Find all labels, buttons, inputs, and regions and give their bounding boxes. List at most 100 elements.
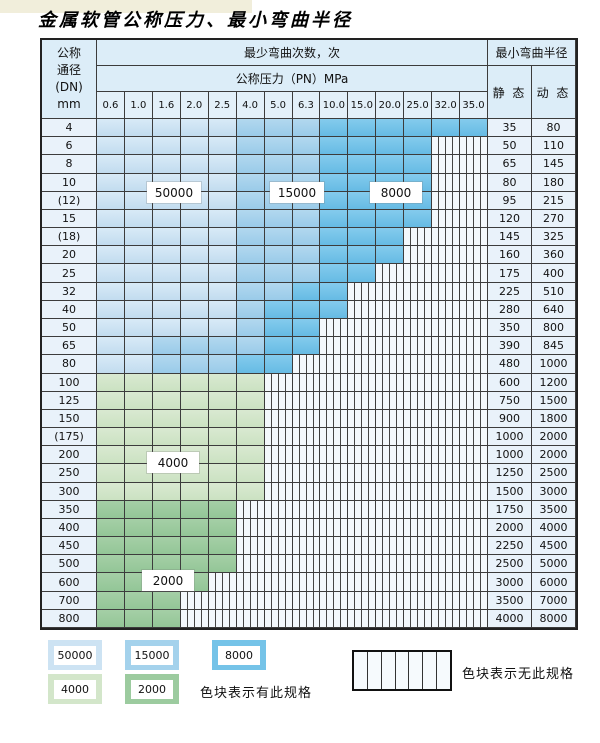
spec-cell [320,137,349,156]
spec-cell [404,446,433,465]
spec-cell [376,409,405,429]
static-radius-value: 1000 [488,446,532,465]
spec-cell [376,119,405,138]
spec-cell [320,537,349,556]
spec-cell [180,318,209,338]
spec-cell [208,264,237,283]
spec-cell [460,537,488,556]
spec-cell [152,409,181,429]
spec-cell [124,228,153,247]
spec-cell [404,155,433,174]
spec-cell [292,209,321,229]
legend-swatch-label: 50000 [54,645,96,665]
spec-cell [124,264,153,283]
spec-cell [376,337,405,356]
spec-cell [348,318,377,338]
spec-cell [376,228,405,247]
dynamic-radius-value: 1200 [532,373,576,392]
spec-cell [264,591,293,610]
spec-cell [236,409,265,429]
static-radius-value: 175 [488,264,532,283]
row-dn-label: 20 [42,246,97,265]
spec-cell [432,209,461,229]
spec-cell [376,282,405,301]
spec-cell [292,318,321,338]
spec-cell [292,355,321,374]
spec-cell [376,264,405,283]
spec-cell [124,355,153,374]
spec-cell [404,555,433,574]
pressure-value-header: 1.0 [124,92,153,119]
cycle-count-label-8000: 8000 [370,182,422,203]
spec-cell [124,591,153,610]
spec-cell [292,428,321,447]
static-radius-value: 80 [488,173,532,192]
spec-cell [348,391,377,410]
static-radius-value: 3500 [488,591,532,610]
row-dn-label: 8 [42,155,97,174]
static-radius-value: 1500 [488,482,532,501]
spec-cell [320,355,349,374]
spec-cell [97,391,125,410]
legend-swatch-label: 4000 [54,679,96,699]
spec-cell [348,246,377,265]
dn-header-line: mm [57,97,81,111]
spec-cell [432,464,461,483]
spec-cell [404,300,433,319]
spec-cell [97,355,125,374]
spec-cell [124,609,153,628]
row-dn-label: 250 [42,464,97,483]
spec-cell [292,537,321,556]
spec-cell [404,337,433,356]
spec-cell [152,228,181,247]
spec-cell [180,355,209,374]
spec-cell [320,191,349,210]
spec-cell [208,500,237,519]
row-dn-label: (12) [42,191,97,210]
static-radius-value: 750 [488,391,532,410]
spec-cell [236,446,265,465]
spec-cell [97,228,125,247]
spec-cell [432,609,461,628]
dynamic-radius-value: 640 [532,300,576,319]
spec-cell [152,355,181,374]
spec-cell [432,282,461,301]
spec-cell [124,464,153,483]
spec-cell [348,137,377,156]
spec-cell [208,555,237,574]
spec-cell [376,591,405,610]
spec-cell [264,246,293,265]
dynamic-radius-value: 2000 [532,428,576,447]
spec-cell [208,537,237,556]
spec-cell [97,300,125,319]
spec-cell [404,119,433,138]
spec-cell [97,373,125,392]
pressure-header: 公称压力（PN）MPa [97,66,488,92]
dynamic-header: 动 态 [532,66,576,119]
spec-cell [376,518,405,538]
spec-cell [124,137,153,156]
spec-cell [97,482,125,501]
spec-cell [432,482,461,501]
spec-cell [264,609,293,628]
row-dn-label: 32 [42,282,97,301]
dynamic-radius-value: 510 [532,282,576,301]
spec-grid: 公称 通径 (DN) mm 最少弯曲次数，次 公称压力（PN）MPa 0.6 1.0 1.6 2.… [42,40,576,628]
row-dn-label: (18) [42,228,97,247]
legend-swatch-50000: 50000 [48,640,102,670]
spec-cell [97,119,125,138]
spec-cell [460,409,488,429]
pressure-value-header: 20.0 [376,92,405,119]
spec-cell [208,300,237,319]
spec-cell [320,482,349,501]
dynamic-radius-value: 110 [532,137,576,156]
pressure-value-header: 2.5 [208,92,237,119]
no-spec-stripe-cell [367,652,382,689]
spec-cell [124,409,153,429]
spec-cell [180,209,209,229]
spec-cell [432,591,461,610]
spec-cell [320,373,349,392]
row-dn-label: 800 [42,609,97,628]
spec-cell [208,119,237,138]
dynamic-radius-value: 180 [532,173,576,192]
